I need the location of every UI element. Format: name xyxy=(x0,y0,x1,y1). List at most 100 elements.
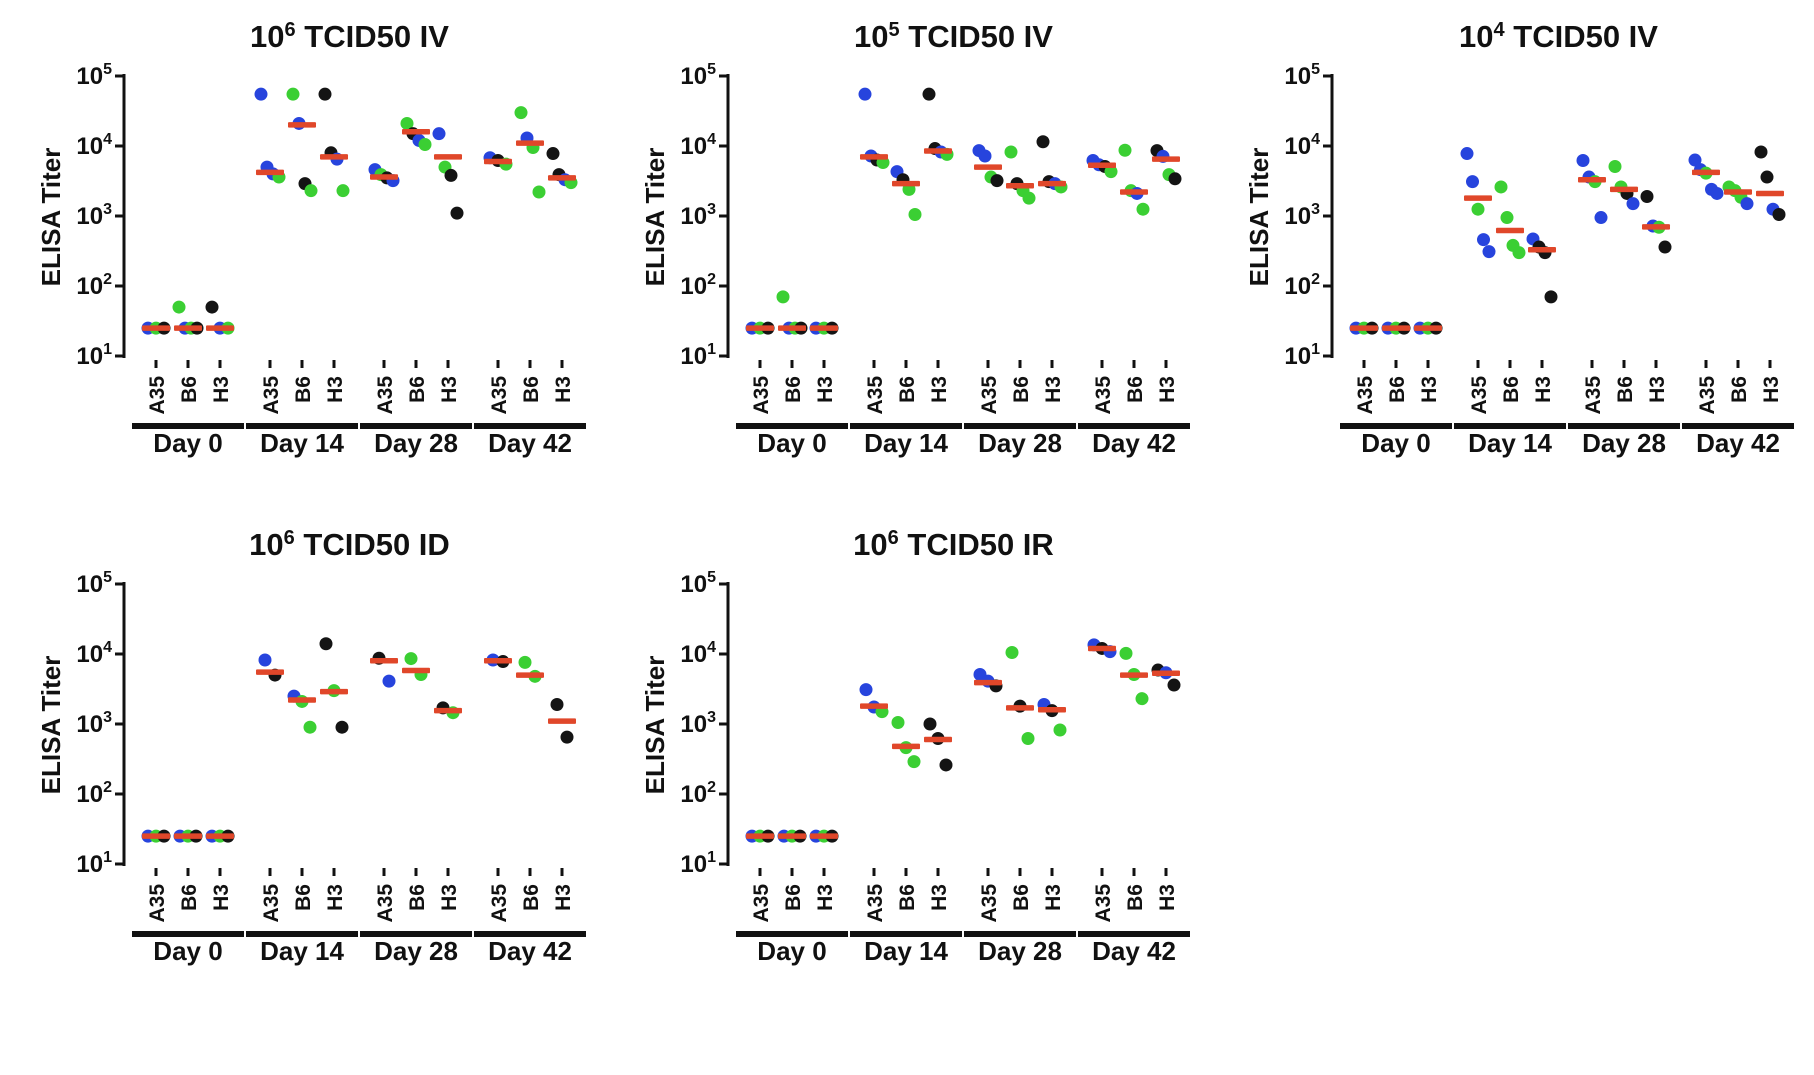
data-point-green xyxy=(907,755,921,769)
x-tick-label: A35 xyxy=(1696,376,1719,415)
scatter-plot-10e5-iv: 101 102 103 104 105 A35 B6 H3 A35 B6 H3 A35 B6 H3 A35 B… xyxy=(680,61,1190,458)
x-tick-label: H3 xyxy=(1042,376,1065,403)
y-tick-label: 104 xyxy=(76,131,112,160)
scatter-plot-10e4-iv: 101 102 103 104 105 A35 B6 H3 A35 B6 H3 A35 B6 H3 A35 B… xyxy=(1284,61,1794,458)
x-tick-label: B6 xyxy=(1728,376,1751,403)
title-exponent: 6 xyxy=(283,527,295,549)
day-label: Day 14 xyxy=(1468,428,1552,458)
data-point-blue xyxy=(978,149,992,163)
median-bar xyxy=(174,325,202,331)
y-tick-label: 101 xyxy=(680,341,716,370)
panel-grid: 106 TCID50 IV ELISA Titer 101 102 103 104 10… xyxy=(0,14,1794,1030)
x-tick-label: A35 xyxy=(1092,884,1115,923)
x-tick-label: B6 xyxy=(406,376,429,403)
x-tick-label: A35 xyxy=(978,884,1001,923)
x-tick-label: H3 xyxy=(1042,884,1065,911)
x-tick-label: A35 xyxy=(146,884,169,923)
median-bar xyxy=(320,154,348,160)
data-point-green xyxy=(1471,202,1485,216)
median-bar xyxy=(924,736,952,743)
median-bar xyxy=(1642,224,1670,230)
panel-title: 105 TCID50 IV xyxy=(604,14,1208,60)
data-point-black xyxy=(550,697,564,711)
x-tick-label: A35 xyxy=(864,884,887,923)
day-label: Day 0 xyxy=(757,428,826,458)
data-point-black xyxy=(923,717,937,731)
data-point-blue xyxy=(1740,197,1754,211)
data-point-green xyxy=(304,184,318,198)
x-tick-label: H3 xyxy=(814,376,837,403)
data-point-green xyxy=(1512,246,1526,260)
median-bar xyxy=(1724,189,1752,195)
title-suffix: TCID50 ID xyxy=(294,527,450,562)
x-tick-label: H3 xyxy=(1760,376,1783,403)
median-bar xyxy=(1464,195,1492,201)
x-tick-label: H3 xyxy=(1156,884,1179,911)
panel-10e6-tcid50-ir: 106 TCID50 IR ELISA Titer 101 102 103 104 10… xyxy=(604,522,1208,1030)
title-suffix: TCID50 IR xyxy=(898,527,1054,562)
day-label: Day 0 xyxy=(1361,428,1430,458)
data-point-green xyxy=(1104,165,1118,179)
y-tick-label: 104 xyxy=(1284,131,1320,160)
data-point-black xyxy=(1772,208,1786,222)
median-bar xyxy=(1528,246,1556,253)
x-tick-label: B6 xyxy=(1614,376,1637,403)
data-point-green xyxy=(286,87,300,101)
median-bar xyxy=(256,169,284,176)
median-bar xyxy=(892,743,920,750)
x-tick-label: H3 xyxy=(1418,376,1441,403)
data-point-blue xyxy=(432,127,446,141)
data-point-green xyxy=(172,300,186,314)
median-bar xyxy=(484,158,512,165)
x-tick-label: H3 xyxy=(210,884,233,911)
x-tick-label: B6 xyxy=(1124,376,1147,403)
median-bar xyxy=(1578,176,1606,183)
data-point-green xyxy=(908,208,922,222)
data-point-green xyxy=(1136,202,1150,216)
y-tick-label: 101 xyxy=(680,849,716,878)
x-tick-label: B6 xyxy=(178,884,201,911)
y-tick-label: 104 xyxy=(680,131,716,160)
median-bar xyxy=(1088,162,1116,169)
data-point-blue xyxy=(1626,197,1640,211)
data-point-green xyxy=(400,116,414,130)
y-tick-label: 105 xyxy=(76,61,112,90)
median-bar xyxy=(1414,325,1442,331)
median-bar xyxy=(1496,227,1524,234)
median-bar xyxy=(206,325,234,331)
x-tick-label: A35 xyxy=(488,376,511,415)
data-point-green xyxy=(1005,646,1019,660)
data-point-black xyxy=(444,168,458,182)
day-label: Day 42 xyxy=(1696,428,1780,458)
data-point-green xyxy=(1004,145,1018,159)
median-bar xyxy=(484,658,512,664)
x-tick-label: A35 xyxy=(1468,376,1491,415)
day-label: Day 42 xyxy=(1092,936,1176,966)
median-bar xyxy=(370,658,398,664)
median-bar xyxy=(1152,670,1180,677)
title-suffix: TCID50 IV xyxy=(1504,19,1658,54)
median-bar xyxy=(1038,706,1066,713)
x-tick-label: B6 xyxy=(1500,376,1523,403)
data-point-blue xyxy=(254,87,268,101)
median-bar xyxy=(1006,705,1034,711)
y-tick-label: 102 xyxy=(76,779,112,808)
panel-title: 106 TCID50 ID xyxy=(0,522,604,568)
y-tick-label: 104 xyxy=(76,639,112,668)
title-exponent: 5 xyxy=(888,19,900,41)
x-tick-label: H3 xyxy=(814,884,837,911)
title-suffix: TCID50 IV xyxy=(295,19,449,54)
scatter-plot-10e6-iv: 101 102 103 104 105 A35 B6 H3 A35 B6 H3 A35 B6 H3 A35 B… xyxy=(76,61,586,458)
x-tick-label: A35 xyxy=(488,884,511,923)
data-point-black xyxy=(1754,145,1768,159)
data-point-black xyxy=(560,730,574,744)
data-point-green xyxy=(303,720,317,734)
day-label: Day 14 xyxy=(864,936,948,966)
data-point-blue xyxy=(1460,147,1474,161)
day-label: Day 28 xyxy=(374,428,458,458)
data-point-green xyxy=(1119,646,1133,660)
data-point-blue xyxy=(1482,245,1496,259)
data-point-green xyxy=(1494,180,1508,194)
title-suffix: TCID50 IV xyxy=(899,19,1053,54)
